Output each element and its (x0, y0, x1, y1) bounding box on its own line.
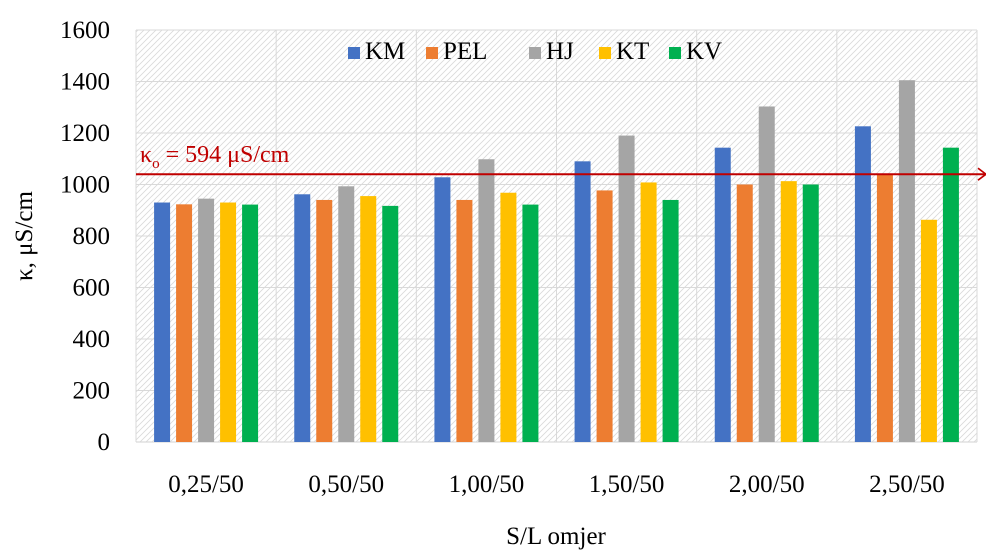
bar-kt (780, 181, 797, 442)
x-axis-label: S/L omjer (506, 523, 606, 550)
bar-km (434, 177, 451, 443)
reference-line-group: κo = 594 μS/cm (136, 142, 986, 181)
bar-kt (640, 182, 657, 442)
reference-line-label: κo = 594 μS/cm (140, 142, 290, 172)
bar-kv (382, 205, 399, 442)
bar-hj (338, 186, 355, 442)
bar-hj (758, 106, 775, 442)
legend-label-hj: HJ (546, 38, 574, 65)
bar-km (574, 161, 591, 442)
bar-km (294, 194, 311, 442)
bar-km (714, 147, 731, 443)
legend-swatch-km (348, 47, 360, 59)
bar-hj (478, 159, 495, 442)
y-tick-label: 200 (73, 378, 111, 405)
legend-swatch-kt (599, 47, 611, 59)
legend-swatch-kv (669, 47, 681, 59)
y-tick-label: 800 (73, 223, 111, 250)
y-axis-ticks: 0 200 400 600 800 1000 1200 1400 1600 (60, 17, 110, 456)
legend: KM PEL HJ KT KV (348, 38, 722, 65)
legend-label-pel: PEL (443, 38, 487, 65)
bar-kv (522, 204, 539, 442)
bar-hj (618, 135, 635, 442)
x-axis-ticks: 0,25/50 0,50/50 1,00/50 1,50/50 2,00/50 2,50/… (168, 471, 945, 498)
bar-kt (360, 196, 377, 442)
bar-km (854, 126, 871, 443)
legend-swatch-hj (529, 47, 541, 59)
legend-label-kt: KT (616, 38, 649, 65)
bar-pel (736, 184, 753, 442)
y-axis-label: κ, μS/cm (11, 191, 38, 281)
bar-km (154, 202, 171, 442)
bar-kv (242, 204, 259, 442)
y-tick-label: 1200 (60, 120, 110, 147)
y-tick-label: 600 (73, 275, 111, 302)
y-tick-label: 1400 (60, 69, 110, 96)
x-tick-label: 2,00/50 (729, 471, 805, 498)
legend-label-kv: KV (686, 38, 722, 65)
x-tick-label: 2,50/50 (869, 471, 945, 498)
grid (135, 29, 978, 443)
y-tick-label: 0 (98, 429, 111, 456)
bar-kt (220, 202, 237, 442)
bar-kt (920, 219, 937, 442)
bar-pel (876, 174, 893, 442)
bar-hj (198, 198, 215, 442)
x-tick-label: 1,00/50 (449, 471, 525, 498)
bar-kt (500, 192, 517, 442)
bar-pel (456, 199, 473, 442)
bar-pel (176, 204, 193, 442)
y-tick-label: 400 (73, 326, 111, 353)
bar-kv (802, 184, 819, 442)
y-tick-label: 1000 (60, 172, 110, 199)
x-tick-label: 0,25/50 (168, 471, 244, 498)
bar-kv (662, 199, 679, 442)
bar-kv (942, 147, 959, 443)
x-tick-label: 0,50/50 (308, 471, 384, 498)
bars (154, 80, 959, 443)
legend-swatch-pel (426, 47, 438, 59)
reference-line-arrow (977, 167, 986, 181)
bar-pel (596, 190, 613, 442)
y-tick-label: 1600 (60, 17, 110, 44)
legend-label-km: KM (365, 38, 405, 65)
bar-hj (898, 80, 915, 443)
x-tick-label: 1,50/50 (589, 471, 665, 498)
bar-pel (316, 199, 333, 442)
